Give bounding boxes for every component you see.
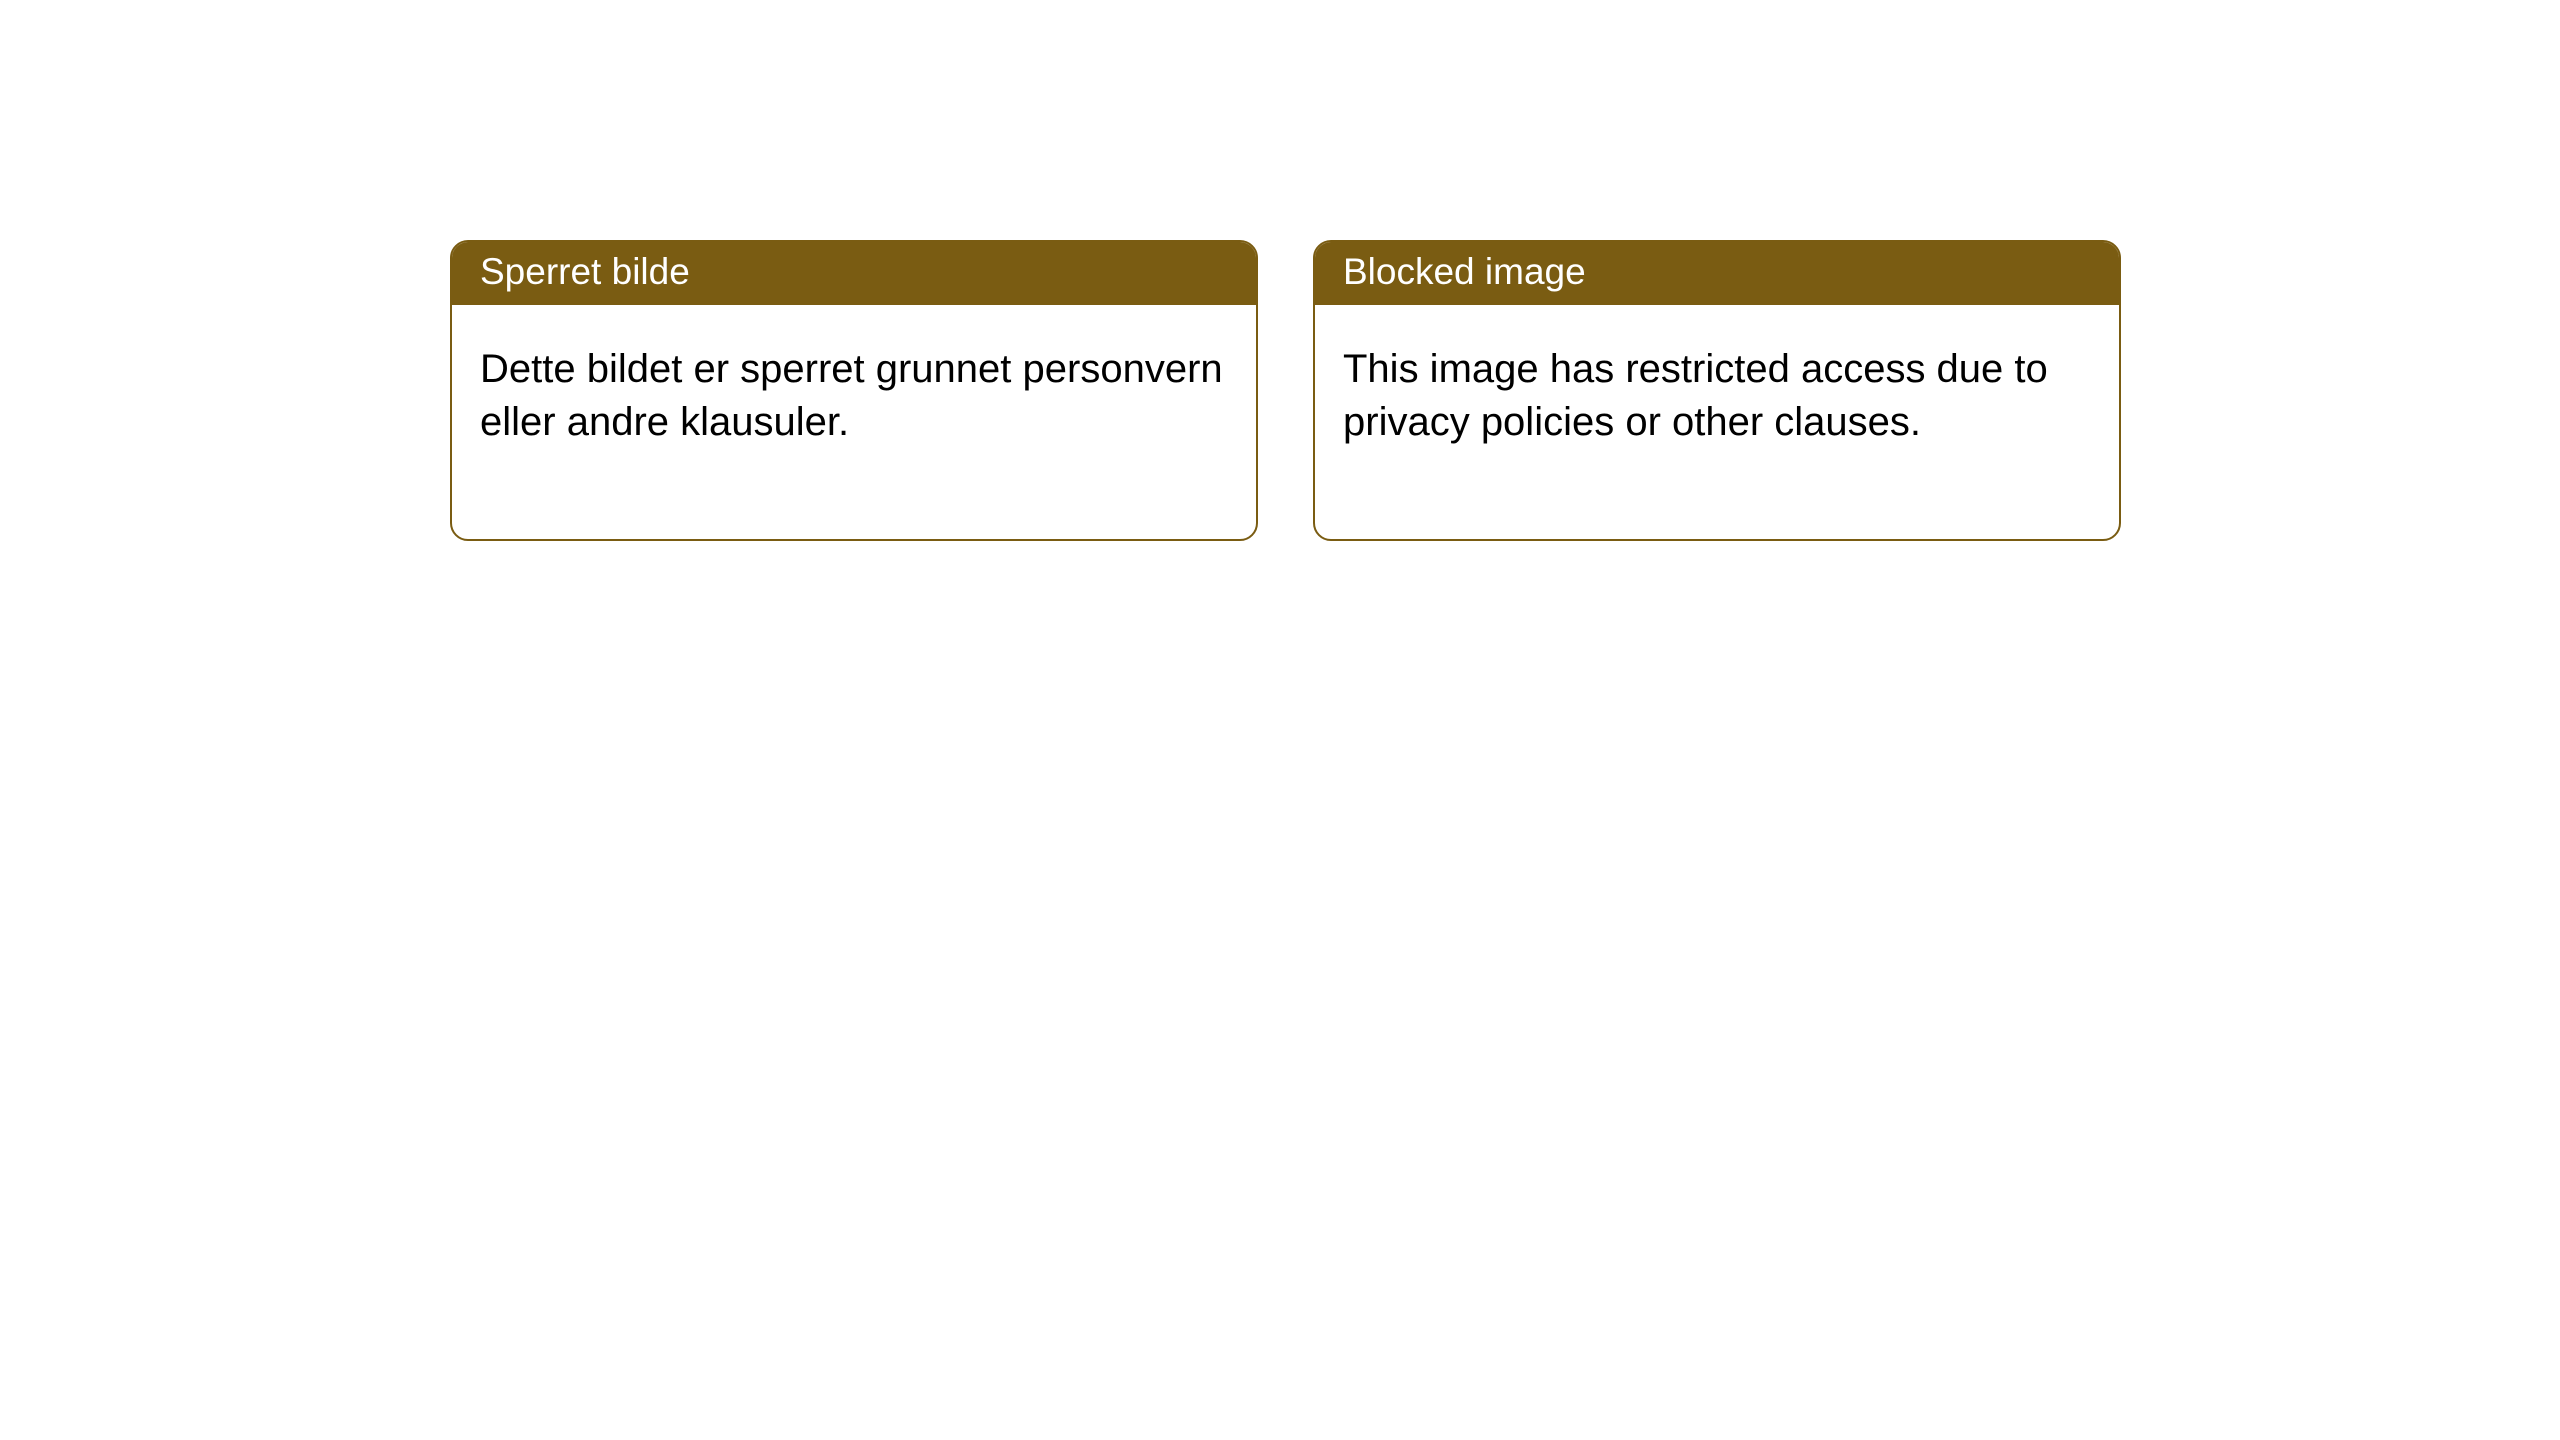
- card-title: Blocked image: [1343, 251, 1586, 292]
- card-body-text: Dette bildet er sperret grunnet personve…: [480, 347, 1223, 444]
- blocked-image-card-en: Blocked image This image has restricted …: [1313, 240, 2121, 541]
- card-header: Blocked image: [1315, 242, 2119, 305]
- card-header: Sperret bilde: [452, 242, 1256, 305]
- card-body-text: This image has restricted access due to …: [1343, 347, 2048, 444]
- card-body: This image has restricted access due to …: [1315, 305, 2119, 539]
- card-title: Sperret bilde: [480, 251, 690, 292]
- card-body: Dette bildet er sperret grunnet personve…: [452, 305, 1256, 539]
- blocked-image-card-no: Sperret bilde Dette bildet er sperret gr…: [450, 240, 1258, 541]
- notice-container: Sperret bilde Dette bildet er sperret gr…: [0, 0, 2560, 541]
